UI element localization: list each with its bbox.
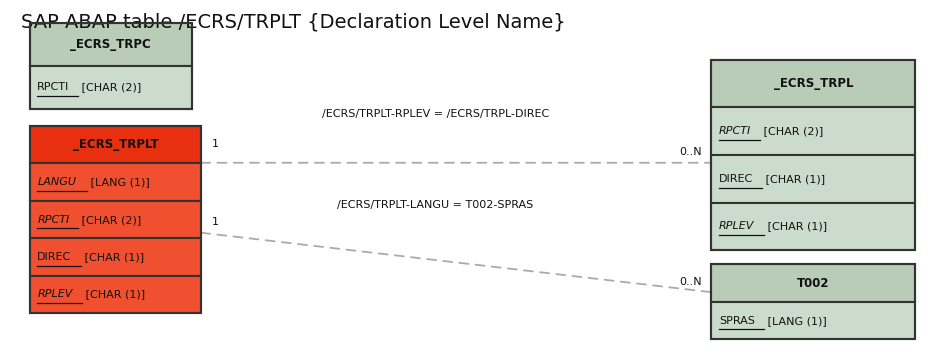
Text: /ECRS/TRPLT-LANGU = T002-SPRAS: /ECRS/TRPLT-LANGU = T002-SPRAS xyxy=(337,200,533,210)
Bar xyxy=(30,276,201,313)
Bar xyxy=(30,23,192,66)
Text: LANGU: LANGU xyxy=(37,177,76,187)
Bar xyxy=(30,126,201,313)
Text: _ECRS_TRPLT: _ECRS_TRPLT xyxy=(73,138,159,151)
Text: [CHAR (1)]: [CHAR (1)] xyxy=(80,252,143,262)
Bar xyxy=(711,107,914,155)
Text: [CHAR (2)]: [CHAR (2)] xyxy=(78,82,141,92)
Text: [CHAR (2)]: [CHAR (2)] xyxy=(78,215,141,225)
Text: RPCTI: RPCTI xyxy=(37,215,70,225)
Text: SPRAS: SPRAS xyxy=(718,316,754,326)
Text: 1: 1 xyxy=(211,217,218,227)
Text: _ECRS_TRPL: _ECRS_TRPL xyxy=(773,77,852,90)
Text: RPLEV: RPLEV xyxy=(37,290,73,300)
Text: [CHAR (1)]: [CHAR (1)] xyxy=(82,290,145,300)
Bar xyxy=(30,126,201,164)
Text: 0..N: 0..N xyxy=(679,277,701,287)
Text: T002: T002 xyxy=(796,277,829,290)
Text: RPLEV: RPLEV xyxy=(718,221,753,231)
Bar xyxy=(711,264,914,340)
Text: [CHAR (2)]: [CHAR (2)] xyxy=(759,126,822,136)
Text: SAP ABAP table /ECRS/TRPLT {Declaration Level Name}: SAP ABAP table /ECRS/TRPLT {Declaration … xyxy=(21,12,565,31)
Bar xyxy=(711,60,914,250)
Text: RPCTI: RPCTI xyxy=(37,82,70,92)
Text: 1: 1 xyxy=(211,139,218,149)
Bar xyxy=(711,60,914,107)
Text: DIREC: DIREC xyxy=(37,252,72,262)
Bar xyxy=(30,66,192,109)
Text: /ECRS/TRPLT-RPLEV = /ECRS/TRPL-DIREC: /ECRS/TRPLT-RPLEV = /ECRS/TRPL-DIREC xyxy=(322,109,548,119)
Text: [CHAR (1)]: [CHAR (1)] xyxy=(763,221,826,231)
Text: [CHAR (1)]: [CHAR (1)] xyxy=(762,174,824,184)
Bar xyxy=(30,201,201,238)
Bar xyxy=(30,238,201,276)
Text: DIREC: DIREC xyxy=(718,174,752,184)
Text: _ECRS_TRPC: _ECRS_TRPC xyxy=(71,38,151,51)
Text: 0..N: 0..N xyxy=(679,147,701,157)
Bar xyxy=(30,164,201,201)
Text: RPCTI: RPCTI xyxy=(718,126,750,136)
Bar xyxy=(711,155,914,202)
Bar xyxy=(711,202,914,250)
Bar xyxy=(711,264,914,302)
Bar xyxy=(711,302,914,340)
Text: [LANG (1)]: [LANG (1)] xyxy=(764,316,826,326)
Bar xyxy=(30,23,192,109)
Text: [LANG (1)]: [LANG (1)] xyxy=(87,177,149,187)
